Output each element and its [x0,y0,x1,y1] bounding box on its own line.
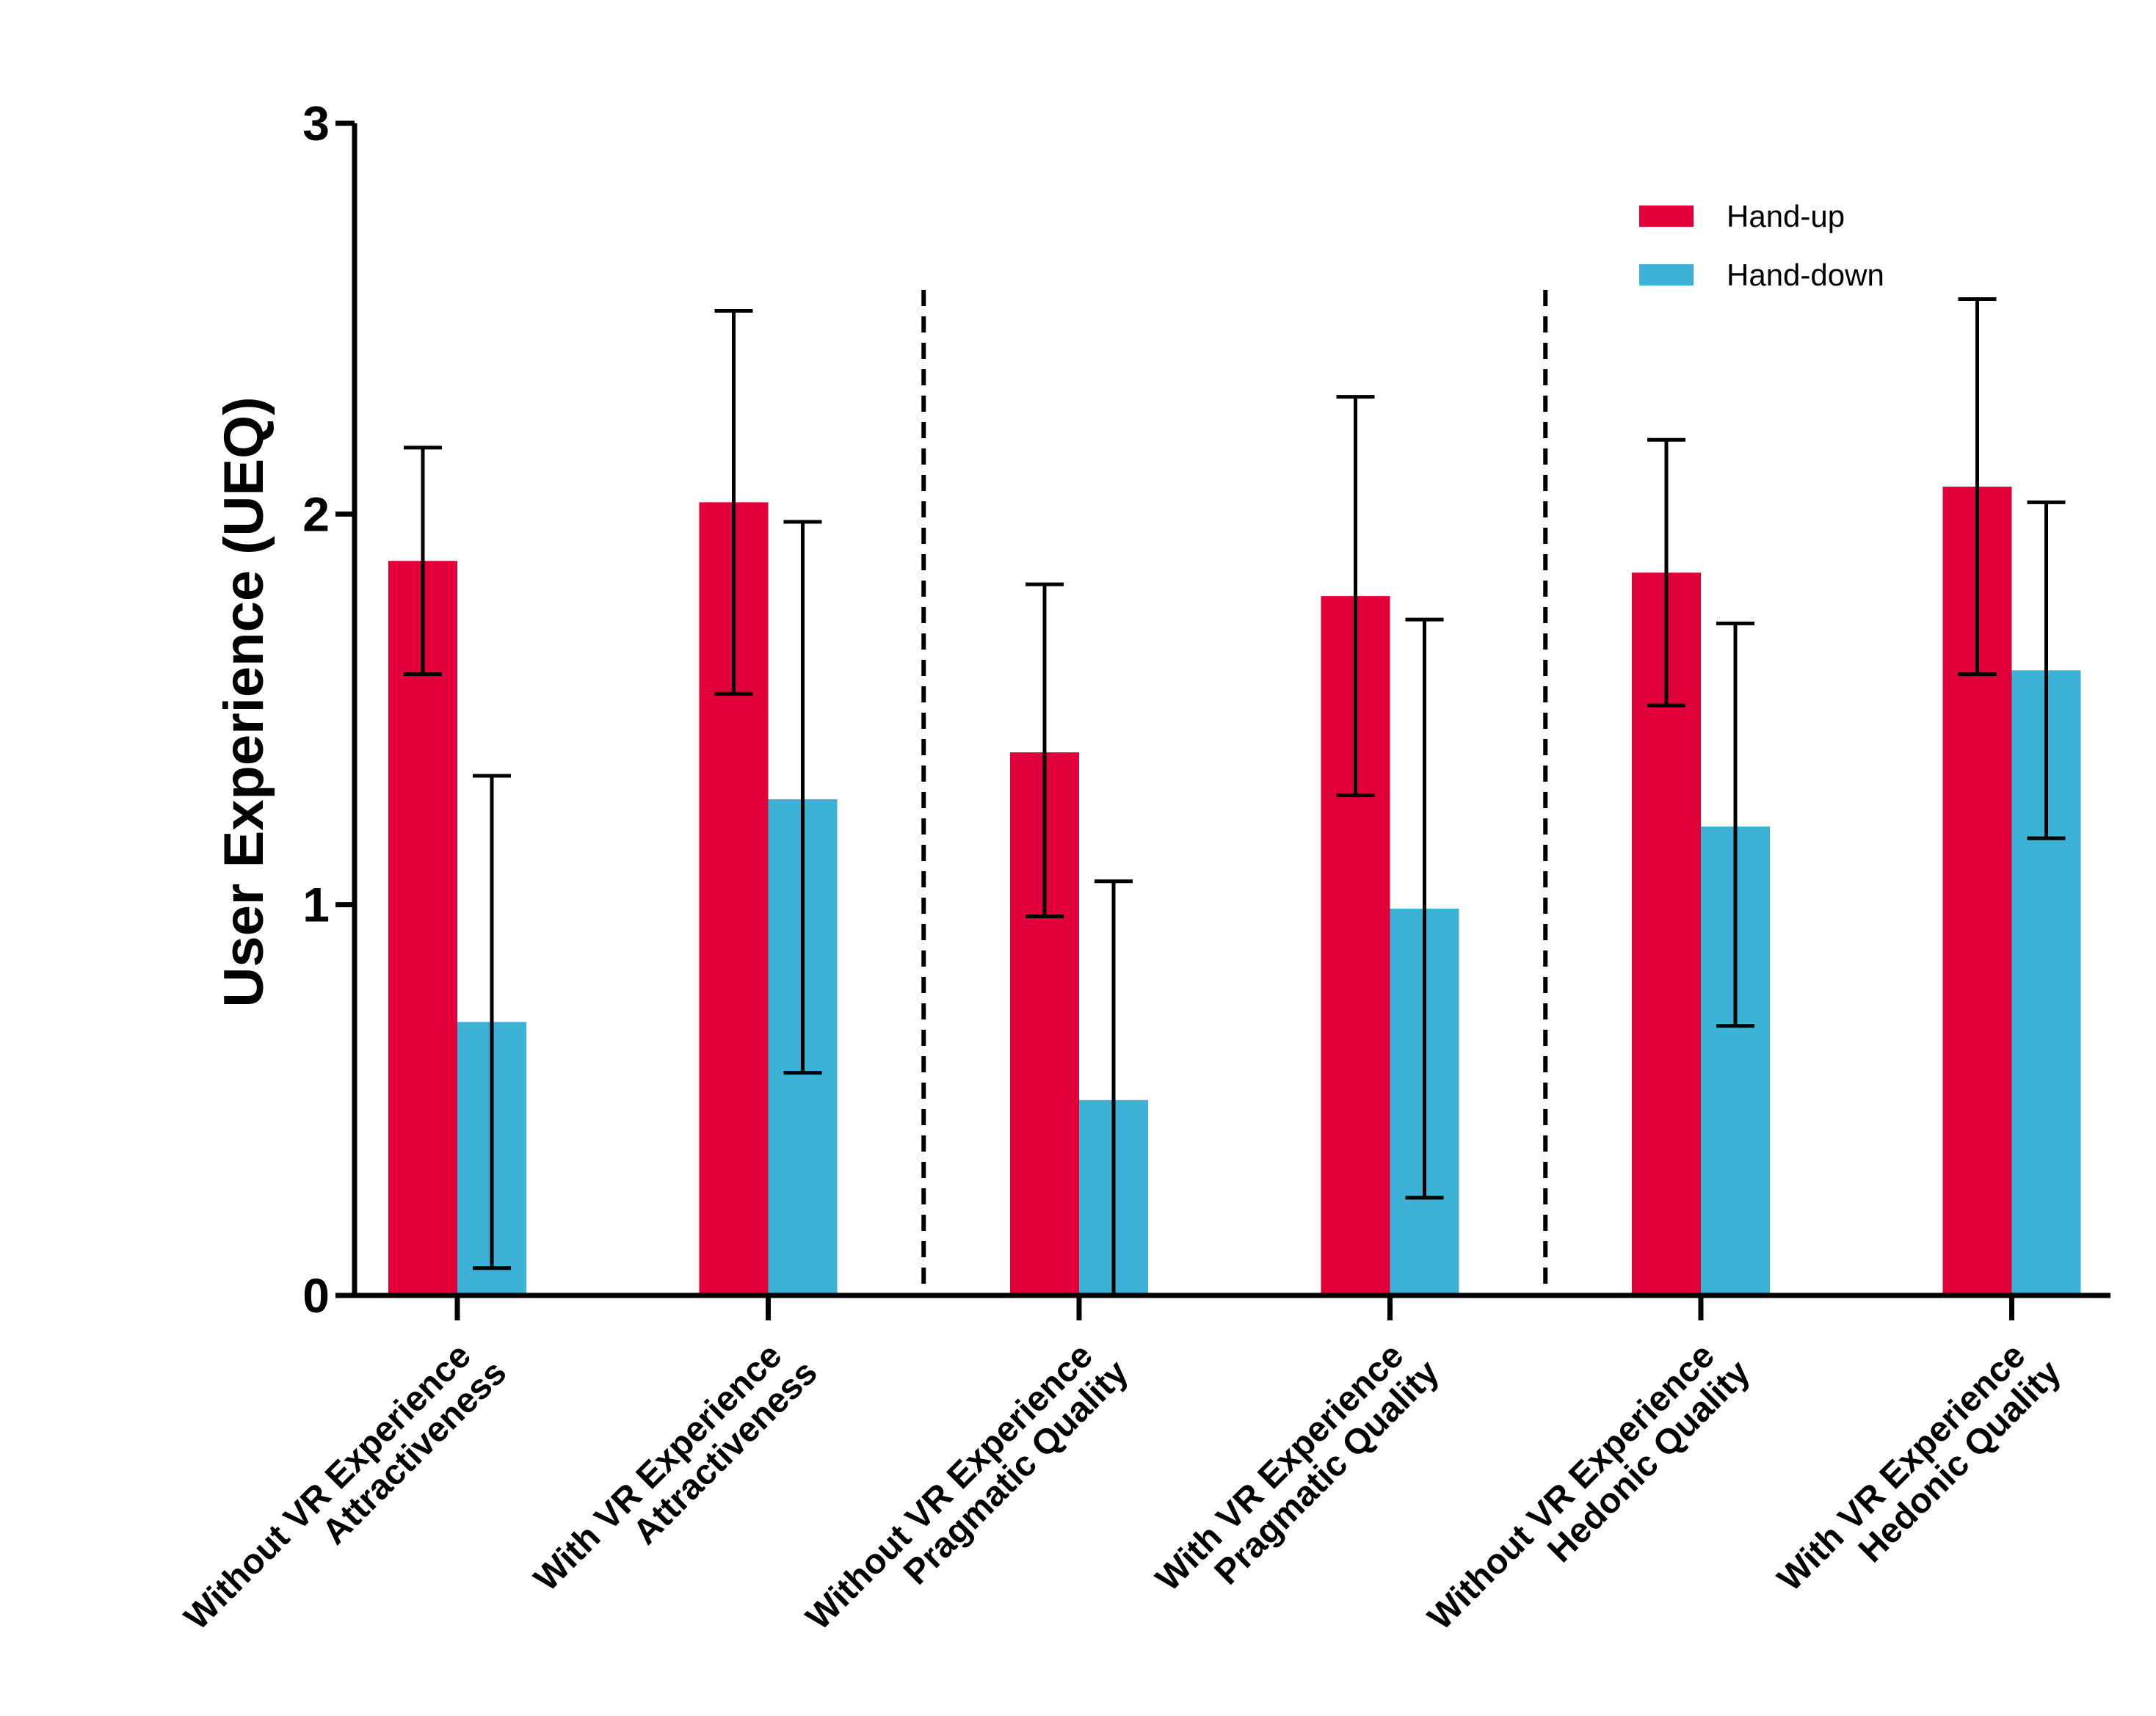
group-separators [921,290,1548,1295]
error-bar-hand-down-5 [1716,621,1754,1028]
x-category-label-line: Pragmatic Quality [1208,1353,1447,1592]
x-ticks: Without VR ExperienceAttractiveness With … [177,1295,2069,1664]
y-tick-label-1: 1 [302,878,330,932]
x-category-label-line: Pragmatic Quality [896,1353,1136,1592]
y-tick-label-0: 0 [302,1268,330,1323]
x-category-label-line: With VR Experience [1771,1336,2033,1599]
error-bar-hand-up-5 [1647,437,1685,708]
bar-hand-up-1 [388,561,457,1295]
error-bars [404,297,2066,1298]
x-category-label-4: With VR ExperiencePragmatic Quality [1149,1327,1447,1625]
axes [352,123,2110,1298]
error-bar-hand-down-2 [783,520,822,1075]
x-category-label-line: With VR Experience [527,1336,790,1599]
legend-label-hand-up: Hand-up [1727,199,1845,233]
error-bar-hand-up-4 [1336,395,1375,798]
y-tick-label-3: 3 [302,96,330,150]
x-category-label-1: Without VR ExperienceAttractiveness [177,1327,514,1664]
error-bar-hand-up-6 [1958,297,1997,677]
legend-swatch-hand-down [1639,264,1694,286]
x-category-label-2: With VR ExperienceAttractiveness [527,1327,825,1625]
y-ticks: 0 1 2 3 [302,96,355,1323]
y-tick-label-2: 2 [302,487,330,541]
legend-label-hand-down: Hand-down [1727,258,1884,292]
x-category-label-line: Without VR Experience [1420,1336,1722,1637]
legend-swatch-hand-up [1639,206,1694,227]
x-category-label-3: Without VR ExperiencePragmatic Quality [799,1327,1136,1664]
bars [388,487,2081,1296]
x-category-label-line: Without VR Experience [177,1336,479,1637]
error-bar-hand-up-1 [404,446,442,677]
error-bar-hand-down-6 [2027,500,2066,840]
x-category-label-6: With VR ExperienceHedonic Quality [1771,1327,2069,1625]
x-category-label-line: With VR Experience [1149,1336,1412,1599]
x-category-label-line: Without VR Experience [799,1336,1100,1637]
legend: Hand-up Hand-down [1639,199,1884,292]
error-bar-hand-down-4 [1405,617,1444,1200]
error-bar-hand-down-1 [473,774,511,1270]
error-bar-hand-up-2 [714,309,753,696]
x-category-label-5: Without VR ExperienceHedonic Quality [1420,1327,1757,1664]
error-bar-hand-up-3 [1026,582,1064,919]
y-axis-label: User Experience (UEQ) [213,396,275,1007]
